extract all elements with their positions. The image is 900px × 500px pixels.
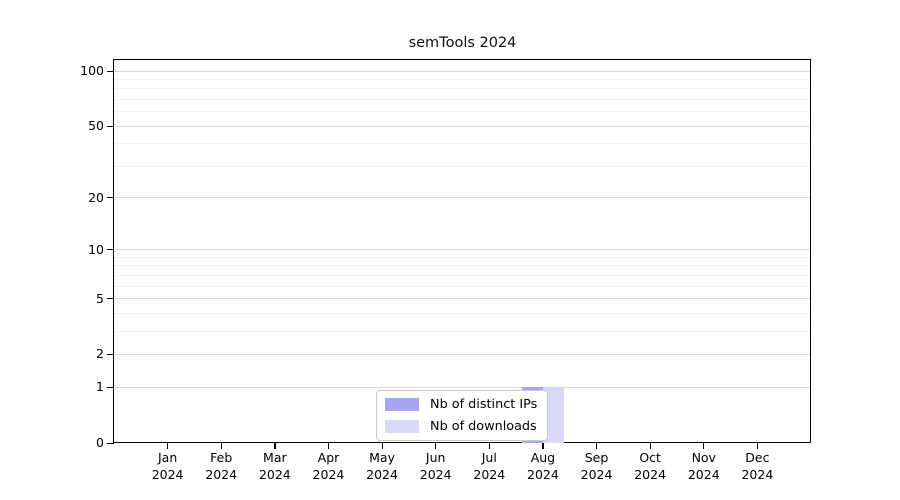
gridline-60 xyxy=(114,111,810,113)
gridline-5 xyxy=(114,298,810,300)
x-tick-month-sep: Sep xyxy=(584,450,609,465)
gridline-7 xyxy=(114,274,810,276)
x-tick-label-jan: Jan 2024 xyxy=(138,449,198,483)
plot-area: Nb of distinct IPs Nb of downloads xyxy=(113,59,811,443)
x-tick-month-nov: Nov xyxy=(691,450,716,465)
gridline-10 xyxy=(114,249,810,251)
y-tick-label-0: 0 xyxy=(96,435,104,450)
x-tick-month-feb: Feb xyxy=(210,450,233,465)
y-tick-10 xyxy=(107,249,114,251)
gridline-40 xyxy=(114,143,810,145)
chart-title: semTools 2024 xyxy=(408,35,517,51)
x-tick-jun xyxy=(435,443,437,449)
x-tick-label-may: May 2024 xyxy=(352,449,412,483)
y-tick-50 xyxy=(107,125,114,127)
x-tick-nov xyxy=(703,443,705,449)
x-tick-month-jun: Jun xyxy=(425,450,446,465)
x-tick-label-jun: Jun 2024 xyxy=(406,449,466,483)
x-tick-year-dec: 2024 xyxy=(741,467,774,482)
gridline-9 xyxy=(114,256,810,258)
gridline-50 xyxy=(114,125,810,127)
gridline-8 xyxy=(114,265,810,267)
x-tick-year-jul: 2024 xyxy=(473,467,506,482)
y-tick-label-5: 5 xyxy=(96,290,104,306)
gridline-4 xyxy=(114,312,810,314)
y-tick-20 xyxy=(107,197,114,199)
gridline-80 xyxy=(114,88,810,90)
x-tick-oct xyxy=(649,443,651,449)
x-tick-year-apr: 2024 xyxy=(312,467,345,482)
x-tick-label-nov: Nov 2024 xyxy=(674,449,734,483)
legend-entry-downloads: Nb of downloads xyxy=(385,419,538,434)
x-tick-label-oct: Oct 2024 xyxy=(620,449,680,483)
bar-aug-downloads xyxy=(542,387,564,443)
y-tick-label-10: 10 xyxy=(88,241,104,257)
y-tick-2 xyxy=(107,353,114,356)
gridline-6 xyxy=(114,285,810,287)
legend-label-downloads: Nb of downloads xyxy=(430,419,537,434)
x-tick-label-sep: Sep 2024 xyxy=(567,449,627,483)
x-tick-year-may: 2024 xyxy=(366,467,398,482)
x-tick-year-jun: 2024 xyxy=(419,467,452,482)
y-tick-100 xyxy=(107,70,114,72)
x-tick-apr xyxy=(327,443,330,449)
x-tick-year-oct: 2024 xyxy=(634,467,667,482)
x-tick-year-aug: 2024 xyxy=(527,467,559,482)
x-tick-year-mar: 2024 xyxy=(258,467,291,482)
x-tick-label-dec: Dec 2024 xyxy=(727,449,787,483)
gridline-2 xyxy=(114,353,810,355)
x-tick-month-jul: Jul xyxy=(481,450,497,465)
legend-label-distinct-ips: Nb of distinct IPs xyxy=(430,397,538,412)
gridline-1 xyxy=(114,386,810,388)
x-tick-label-aug: Aug 2024 xyxy=(513,449,573,483)
legend-swatch-downloads xyxy=(385,420,419,433)
gridline-20 xyxy=(114,197,810,199)
x-tick-month-oct: Oct xyxy=(639,450,661,465)
legend-swatch-distinct-ips xyxy=(385,398,419,411)
x-tick-aug xyxy=(542,443,544,449)
gridline-90 xyxy=(114,79,810,81)
y-tick-1 xyxy=(107,386,114,388)
x-tick-year-sep: 2024 xyxy=(580,467,613,482)
y-tick-0 xyxy=(107,442,114,444)
y-tick-label-2: 2 xyxy=(96,346,104,362)
x-tick-month-aug: Aug xyxy=(530,450,556,465)
x-tick-feb xyxy=(220,443,222,449)
y-tick-5 xyxy=(107,298,114,300)
x-tick-label-apr: Apr 2024 xyxy=(298,449,358,483)
x-tick-year-feb: 2024 xyxy=(205,467,238,482)
x-tick-month-may: May xyxy=(369,450,395,465)
x-tick-jul xyxy=(488,443,490,449)
x-tick-sep xyxy=(596,443,598,449)
x-tick-label-mar: Mar 2024 xyxy=(245,449,305,483)
x-tick-jan xyxy=(167,443,169,449)
x-tick-year-nov: 2024 xyxy=(687,467,720,482)
y-tick-label-50: 50 xyxy=(88,118,104,134)
gridline-100 xyxy=(114,70,810,72)
legend: Nb of distinct IPs Nb of downloads xyxy=(376,390,548,441)
x-tick-label-jul: Jul 2024 xyxy=(459,449,519,483)
y-tick-label-100: 100 xyxy=(80,63,104,79)
y-tick-label-20: 20 xyxy=(88,189,104,205)
x-tick-month-jan: Jan xyxy=(157,450,178,465)
legend-entry-distinct-ips: Nb of distinct IPs xyxy=(385,397,538,412)
x-tick-label-feb: Feb 2024 xyxy=(191,449,251,483)
x-tick-year-jan: 2024 xyxy=(151,467,184,482)
x-tick-month-mar: Mar xyxy=(263,450,287,465)
x-tick-mar xyxy=(274,443,276,449)
gridline-30 xyxy=(114,165,810,167)
gridline-3 xyxy=(114,330,810,332)
y-tick-label-1: 1 xyxy=(96,379,104,395)
x-tick-dec xyxy=(756,443,759,449)
x-tick-month-apr: Apr xyxy=(317,450,340,465)
x-tick-month-dec: Dec xyxy=(745,450,770,465)
gridline-70 xyxy=(114,99,810,101)
x-tick-may xyxy=(381,443,383,449)
